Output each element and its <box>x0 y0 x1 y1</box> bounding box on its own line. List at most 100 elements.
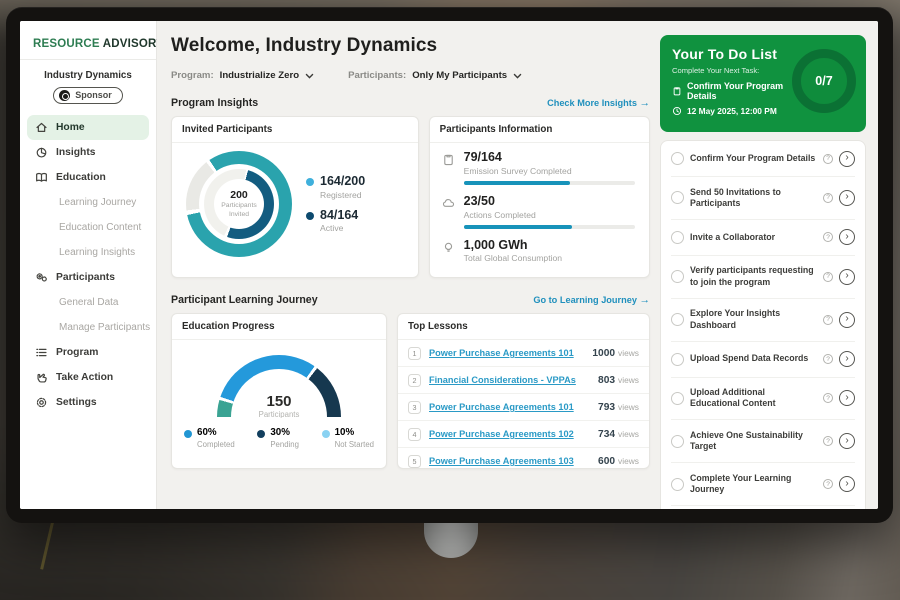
lesson-link[interactable]: Power Purchase Agreements 102 <box>429 429 574 439</box>
lesson-views: 734 <box>598 428 616 440</box>
todo-task-row[interactable]: Upload Spend Data Records ? › <box>671 342 855 378</box>
task-checkbox[interactable] <box>671 152 684 165</box>
chevron-right-icon[interactable]: › <box>839 268 855 285</box>
task-checkbox[interactable] <box>671 313 684 327</box>
program-insights-title: Program Insights <box>171 97 259 109</box>
task-checkbox[interactable] <box>671 391 684 405</box>
todo-task-row[interactable]: Verify participants requesting to join t… <box>671 256 855 299</box>
task-label: Send 50 Invitations to Participants <box>690 186 781 208</box>
task-label: Upload Additional Educational Content <box>690 387 776 409</box>
sidebar-item-education-content[interactable]: Education Content <box>20 215 156 240</box>
chevron-right-icon[interactable]: › <box>839 390 855 407</box>
chevron-right-icon[interactable]: › <box>839 189 855 206</box>
sidebar-item-label: Take Action <box>56 371 114 383</box>
legend-dot-active <box>306 211 314 220</box>
task-checkbox[interactable] <box>671 352 684 366</box>
donut-center-value: 200 <box>230 189 248 202</box>
sidebar-item-insights[interactable]: Insights <box>20 140 156 165</box>
task-checkbox[interactable] <box>671 230 684 244</box>
help-icon: ? <box>823 393 833 404</box>
clock-icon <box>672 106 682 116</box>
insights-cards-row: Invited Participants 200 Participants In… <box>171 116 650 278</box>
program-filter-label: Program: <box>171 70 214 81</box>
gauge-center-label: Participants <box>258 410 300 418</box>
sidebar-item-learning-insights[interactable]: Learning Insights <box>20 240 156 265</box>
card-title: Invited Participants <box>172 117 418 143</box>
invited-participants-donut-chart: 200 Participants Invited <box>186 151 292 257</box>
task-label: Verify participants requesting to join t… <box>690 265 814 287</box>
link-label: Check More Insights <box>547 98 637 108</box>
lesson-link[interactable]: Power Purchase Agreements 103 <box>429 456 574 466</box>
sidebar-item-education[interactable]: Education <box>20 165 156 190</box>
education-progress-gauge-chart: 150 Participants <box>217 355 341 418</box>
task-label: Invite a Collaborator <box>690 231 776 242</box>
task-checkbox[interactable] <box>671 270 684 284</box>
program-icon <box>36 348 47 357</box>
task-label: Upload Spend Data Records <box>690 353 809 364</box>
todo-task-row[interactable]: Upload Additional Educational Content ? … <box>671 378 855 421</box>
progress-bar-fill <box>463 224 572 229</box>
lesson-link[interactable]: Financial Considerations - VPPAs <box>429 375 576 385</box>
monitor-bezel: RESOURCE ADVISOR+ Industry Dynamics Spon… <box>6 7 893 523</box>
chevron-right-icon[interactable]: › <box>839 351 855 368</box>
check-more-insights-link[interactable]: Check More Insights → <box>547 97 650 109</box>
sidebar-item-participants[interactable]: Participants <box>20 265 156 290</box>
participants-filter[interactable]: Participants: Only My Participants <box>348 70 522 81</box>
todo-due-label: 12 May 2025, 12:00 PM <box>687 106 777 116</box>
chevron-right-icon[interactable]: › <box>839 229 855 246</box>
task-checkbox[interactable] <box>671 477 684 491</box>
todo-task-row[interactable]: Send 50 Invitations to Participants ? › <box>671 177 855 220</box>
chevron-right-icon[interactable]: › <box>839 311 855 328</box>
lesson-link[interactable]: Power Purchase Agreements 101 <box>429 348 574 358</box>
lesson-views-suffix: views <box>618 375 639 385</box>
participants-icon <box>36 273 47 282</box>
sidebar-item-home[interactable]: Home <box>27 114 149 140</box>
go-to-learning-journey-link[interactable]: Go to Learning Journey → <box>533 294 650 306</box>
card-title: Education Progress <box>172 314 386 340</box>
lesson-row: 5 Power Purchase Agreements 103 600 view… <box>398 448 649 468</box>
lesson-views: 793 <box>598 401 616 413</box>
sidebar-item-label: Home <box>56 121 85 133</box>
todo-task-row[interactable]: Complete Your Learning Journey ? › <box>671 463 855 507</box>
chevron-right-icon[interactable]: › <box>839 150 855 167</box>
info-row: 23/50 Actions Completed <box>430 187 649 231</box>
lesson-views-suffix: views <box>618 429 639 439</box>
sidebar-item-program[interactable]: Program <box>20 340 156 365</box>
lesson-row: 3 Power Purchase Agreements 101 793 view… <box>398 394 649 421</box>
help-icon: ? <box>823 436 833 447</box>
insights-icon <box>36 147 47 158</box>
take-action-icon <box>37 373 47 383</box>
help-icon: ? <box>823 153 833 164</box>
info-value: 23/50 <box>463 193 495 208</box>
lesson-link[interactable]: Power Purchase Agreements 101 <box>429 402 574 412</box>
chevron-right-icon[interactable]: › <box>839 476 855 493</box>
task-label: Explore Your Insights Dashboard <box>690 308 781 330</box>
sidebar: RESOURCE ADVISOR+ Industry Dynamics Spon… <box>20 21 161 509</box>
todo-task-row[interactable]: Explore Your Insights Dashboard ? › <box>671 299 855 342</box>
chevron-right-icon[interactable]: › <box>839 433 855 450</box>
task-checkbox[interactable] <box>671 191 684 205</box>
info-value: 79/164 <box>463 150 502 164</box>
sidebar-item-settings[interactable]: Settings <box>20 390 156 415</box>
card-title: Top Lessons <box>398 314 649 340</box>
sidebar-item-general-data[interactable]: General Data <box>20 290 156 315</box>
sidebar-item-label: Learning Journey <box>59 196 137 208</box>
program-filter[interactable]: Program: Industrialize Zero <box>171 70 314 81</box>
page-title: Welcome, Industry Dynamics <box>171 35 438 56</box>
lesson-views: 600 <box>598 455 616 467</box>
todo-task-row[interactable]: Invite a Collaborator ? › <box>671 220 855 256</box>
legend-item: 164/200 Registered <box>306 174 365 200</box>
settings-icon <box>36 397 47 408</box>
todo-task-row[interactable]: Confirm Your Program Details ? › <box>671 141 855 177</box>
todo-subtitle: Complete Your Next Task: <box>672 66 760 75</box>
todo-task-row[interactable]: Achieve One Sustainability Target ? › <box>671 420 855 464</box>
sidebar-item-manage-participants[interactable]: Manage Participants <box>20 315 156 340</box>
collapse-tasks-link[interactable]: Collapse Tasks <box>671 506 855 509</box>
task-checkbox[interactable] <box>671 434 684 448</box>
lesson-views: 1000 <box>592 347 616 359</box>
sidebar-item-learning-journey[interactable]: Learning Journey <box>20 190 156 215</box>
todo-next-task[interactable]: Confirm Your Program Details <box>672 81 800 101</box>
sponsor-badge[interactable]: Sponsor <box>53 86 123 104</box>
sidebar-item-take-action[interactable]: Take Action <box>20 365 156 390</box>
participants-filter-label: Participants: <box>348 70 407 81</box>
